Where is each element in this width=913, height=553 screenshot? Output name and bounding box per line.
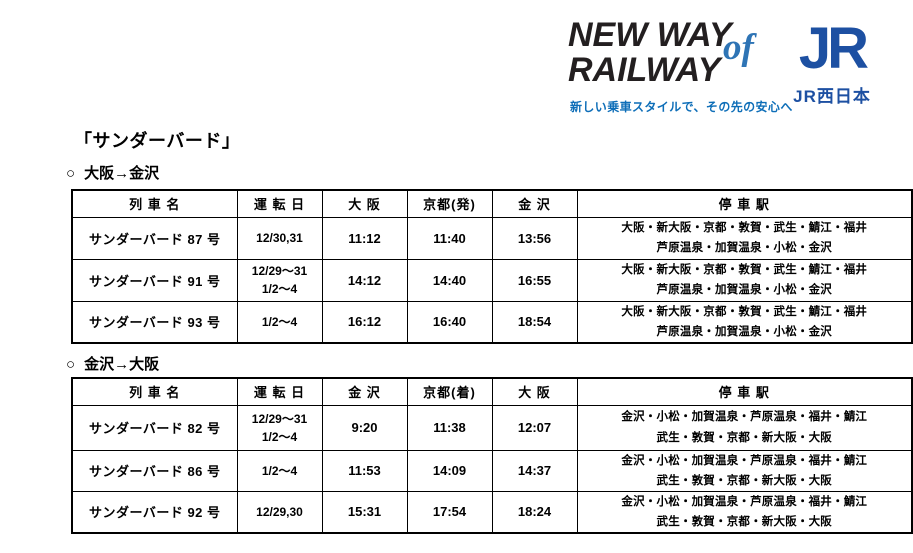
column-header-kanazawa: 金 沢: [491, 189, 578, 218]
kyoto-time-cell: 16:40: [406, 300, 493, 344]
operating-days-line: 12/29,30: [256, 504, 303, 519]
table-row-thunderbird-91: サンダーバード 91 号 12/29〜31 1/2〜4 14:12 14:40 …: [71, 258, 913, 302]
jr-company-label: JR西日本: [793, 87, 871, 106]
arrival-time-cell: 12:07: [491, 404, 578, 451]
stops-line: 金沢・小松・加賀温泉・芦原温泉・福井・鯖江: [621, 495, 868, 508]
brand-header: NEW WAY RAILWAY of 新しい乗車スタイルで、その先の安心へ JR…: [568, 18, 888, 118]
stops-cell: 大阪・新大阪・京都・敦賀・武生・鯖江・福井 芦原温泉・加賀温泉・小松・金沢: [576, 300, 913, 344]
train-name-cell: サンダーバード 86 号: [71, 449, 238, 492]
operating-days-line: 1/2〜4: [261, 429, 298, 444]
stops-line: 大阪・新大阪・京都・敦賀・武生・鯖江・福井: [621, 263, 868, 276]
logo-line-railway: RAILWAY: [568, 51, 721, 89]
logo-line-new-way: NEW WAY: [568, 16, 732, 54]
column-header-kyoto-dep: 京都(発): [406, 189, 493, 218]
operating-days-line: 1/2〜4: [261, 314, 298, 329]
stops-cell: 金沢・小松・加賀温泉・芦原温泉・福井・鯖江 武生・敦賀・京都・新大阪・大阪: [576, 490, 913, 534]
operating-days-line: 1/2〜4: [261, 463, 298, 478]
kyoto-time-cell: 14:40: [406, 258, 493, 302]
stops-line: 大阪・新大阪・京都・敦賀・武生・鯖江・福井: [621, 221, 868, 234]
departure-time-cell: 16:12: [321, 300, 408, 344]
operating-days-cell: 12/29〜31 1/2〜4: [236, 404, 323, 451]
operating-days-cell: 1/2〜4: [236, 449, 323, 492]
timetable-osaka-to-kanazawa: 列 車 名 運 転 日 大 阪 京都(発) 金 沢 停 車 駅 サンダーバード …: [71, 189, 913, 344]
logo-of-word: of: [723, 27, 754, 68]
section-bullet-icon: ○: [66, 165, 76, 182]
table-row-thunderbird-86: サンダーバード 86 号 1/2〜4 11:53 14:09 14:37 金沢・…: [71, 449, 913, 492]
kyoto-time-cell: 11:40: [406, 216, 493, 260]
arrival-time-cell: 16:55: [491, 258, 578, 302]
operating-days-line: 12/29〜31: [251, 264, 308, 278]
arrival-time-cell: 18:24: [491, 490, 578, 534]
operating-days-line: 1/2〜4: [261, 282, 298, 296]
stops-cell: 金沢・小松・加賀温泉・芦原温泉・福井・鯖江 武生・敦賀・京都・新大阪・大阪: [576, 404, 913, 451]
column-header-kanazawa: 金 沢: [321, 377, 408, 406]
kyoto-time-cell: 14:09: [406, 449, 493, 492]
jr-west-logo: JR JR西日本: [780, 20, 884, 107]
operating-days-cell: 12/29〜31 1/2〜4: [236, 258, 323, 302]
stops-line: 芦原温泉・加賀温泉・小松・金沢: [656, 325, 832, 338]
timetable-kanazawa-to-osaka: 列 車 名 運 転 日 金 沢 京都(着) 大 阪 停 車 駅 サンダーバード …: [71, 377, 913, 534]
column-header-stops: 停 車 駅: [576, 377, 913, 406]
departure-time-cell: 9:20: [321, 404, 408, 451]
jr-mark-icon: JR: [798, 16, 869, 81]
arrival-time-cell: 18:54: [491, 300, 578, 344]
departure-time-cell: 11:53: [321, 449, 408, 492]
section-heading-label: 大阪→金沢: [84, 165, 160, 182]
column-header-operating-days: 運 転 日: [236, 189, 323, 218]
arrival-time-cell: 13:56: [491, 216, 578, 260]
train-name-cell: サンダーバード 92 号: [71, 490, 238, 534]
kyoto-time-cell: 17:54: [406, 490, 493, 534]
stops-line: 武生・敦賀・京都・新大阪・大阪: [656, 515, 832, 528]
arrival-time-cell: 14:37: [491, 449, 578, 492]
section-bullet-icon: ○: [66, 356, 76, 373]
column-header-train-name: 列 車 名: [71, 377, 238, 406]
departure-time-cell: 15:31: [321, 490, 408, 534]
column-header-osaka: 大 阪: [491, 377, 578, 406]
column-header-operating-days: 運 転 日: [236, 377, 323, 406]
stops-line: 大阪・新大阪・京都・敦賀・武生・鯖江・福井: [621, 305, 868, 318]
column-header-train-name: 列 車 名: [71, 189, 238, 218]
stops-line: 金沢・小松・加賀温泉・芦原温泉・福井・鯖江: [621, 454, 868, 467]
train-name-cell: サンダーバード 82 号: [71, 404, 238, 451]
train-name-cell: サンダーバード 87 号: [71, 216, 238, 260]
departure-time-cell: 11:12: [321, 216, 408, 260]
column-header-osaka: 大 阪: [321, 189, 408, 218]
table-row-thunderbird-93: サンダーバード 93 号 1/2〜4 16:12 16:40 18:54 大阪・…: [71, 300, 913, 344]
stops-cell: 大阪・新大阪・京都・敦賀・武生・鯖江・福井 芦原温泉・加賀温泉・小松・金沢: [576, 216, 913, 260]
operating-days-cell: 12/30,31: [236, 216, 323, 260]
stops-cell: 大阪・新大阪・京都・敦賀・武生・鯖江・福井 芦原温泉・加賀温泉・小松・金沢: [576, 258, 913, 302]
header-row: 列 車 名 運 転 日 大 阪 京都(発) 金 沢 停 車 駅: [71, 189, 913, 218]
table-row-thunderbird-87: サンダーバード 87 号 12/30,31 11:12 11:40 13:56 …: [71, 216, 913, 260]
page-title: 「サンダーバード」: [74, 131, 241, 151]
section-heading-osaka-to-kanazawa: ○ 大阪→金沢: [66, 162, 159, 183]
operating-days-line: 12/29〜31: [251, 411, 308, 426]
table-row-thunderbird-82: サンダーバード 82 号 12/29〜31 1/2〜4 9:20 11:38 1…: [71, 404, 913, 451]
stops-line: 金沢・小松・加賀温泉・芦原温泉・福井・鯖江: [621, 411, 868, 424]
operating-days-cell: 12/29,30: [236, 490, 323, 534]
operating-days-cell: 1/2〜4: [236, 300, 323, 344]
new-way-of-railway-logo: NEW WAY RAILWAY of 新しい乗車スタイルで、その先の安心へ: [568, 16, 792, 115]
train-name-cell: サンダーバード 93 号: [71, 300, 238, 344]
header-row: 列 車 名 運 転 日 金 沢 京都(着) 大 阪 停 車 駅: [71, 377, 913, 406]
section-heading-kanazawa-to-osaka: ○ 金沢→大阪: [66, 353, 159, 374]
brand-tagline: 新しい乗車スタイルで、その先の安心へ: [570, 100, 793, 114]
departure-time-cell: 14:12: [321, 258, 408, 302]
column-header-kyoto-arr: 京都(着): [406, 377, 493, 406]
operating-days-line: 12/30,31: [256, 231, 303, 245]
train-name-cell: サンダーバード 91 号: [71, 258, 238, 302]
stops-line: 武生・敦賀・京都・新大阪・大阪: [656, 431, 832, 444]
stops-line: 武生・敦賀・京都・新大阪・大阪: [656, 474, 832, 487]
stops-line: 芦原温泉・加賀温泉・小松・金沢: [656, 284, 832, 296]
stops-line: 芦原温泉・加賀温泉・小松・金沢: [656, 242, 832, 254]
column-header-stops: 停 車 駅: [576, 189, 913, 218]
kyoto-time-cell: 11:38: [406, 404, 493, 451]
section-heading-label: 金沢→大阪: [84, 356, 160, 373]
stops-cell: 金沢・小松・加賀温泉・芦原温泉・福井・鯖江 武生・敦賀・京都・新大阪・大阪: [576, 449, 913, 492]
table-row-thunderbird-92: サンダーバード 92 号 12/29,30 15:31 17:54 18:24 …: [71, 490, 913, 534]
